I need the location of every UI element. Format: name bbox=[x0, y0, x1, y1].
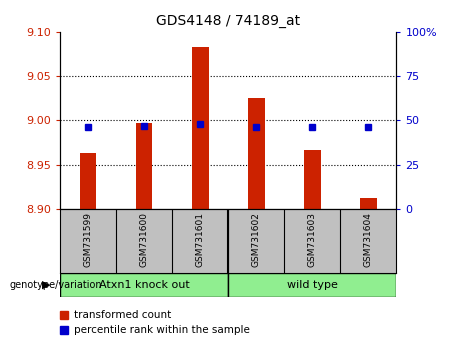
Text: GSM731601: GSM731601 bbox=[195, 212, 205, 267]
Text: GSM731603: GSM731603 bbox=[308, 212, 317, 267]
Text: GSM731600: GSM731600 bbox=[140, 212, 148, 267]
Bar bbox=[360, 198, 377, 209]
Bar bbox=[136, 123, 153, 209]
Bar bbox=[304, 150, 321, 209]
Bar bbox=[228, 273, 396, 297]
Text: ▶: ▶ bbox=[42, 280, 51, 290]
Text: GSM731599: GSM731599 bbox=[83, 212, 93, 267]
Text: GSM731604: GSM731604 bbox=[364, 212, 373, 267]
Legend: transformed count, percentile rank within the sample: transformed count, percentile rank withi… bbox=[56, 306, 254, 339]
Text: genotype/variation: genotype/variation bbox=[9, 280, 102, 290]
Title: GDS4148 / 74189_at: GDS4148 / 74189_at bbox=[156, 14, 300, 28]
Bar bbox=[192, 47, 208, 209]
Bar bbox=[248, 98, 265, 209]
Text: wild type: wild type bbox=[287, 280, 338, 290]
Bar bbox=[60, 273, 228, 297]
Bar bbox=[80, 153, 96, 209]
Text: Atxn1 knock out: Atxn1 knock out bbox=[99, 280, 189, 290]
Text: GSM731602: GSM731602 bbox=[252, 212, 261, 267]
